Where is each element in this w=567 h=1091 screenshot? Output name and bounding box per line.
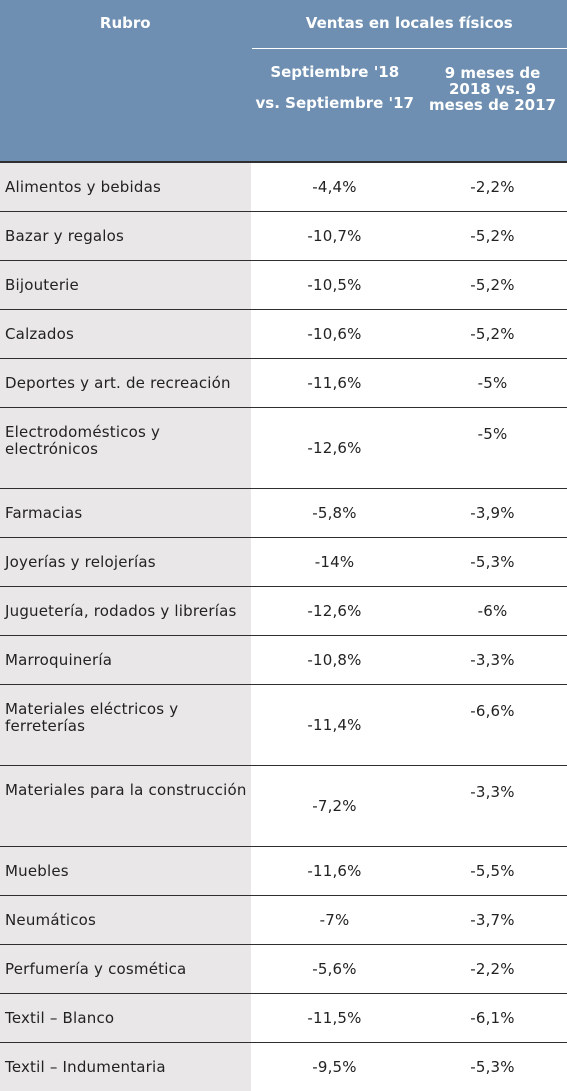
rubro-cell: Muebles [0,847,251,896]
nueve-meses-cell: -5% [418,408,567,489]
nueve-meses-cell: -2,2% [418,162,567,212]
header-septiembre-line1: Septiembre '18 [256,63,415,82]
septiembre-cell: -5,8% [251,489,418,538]
nueve-meses-cell: -6% [418,587,567,636]
header-septiembre-line2: vs. Septiembre '17 [256,94,415,113]
septiembre-cell: -7% [251,896,418,945]
nueve-meses-cell: -5,3% [418,538,567,587]
nueve-meses-cell: -3,3% [418,636,567,685]
table-row: Bazar y regalos -10,7% -5,2% [0,212,567,261]
rubro-cell: Alimentos y bebidas [0,162,251,212]
table-row: Electrodomésticos y electrónicos -12,6% … [0,408,567,489]
table-row: Materiales eléctricos y ferreterías -11,… [0,685,567,766]
rubro-cell: Textil – Blanco [0,994,251,1043]
rubro-cell: Perfumería y cosmética [0,945,251,994]
rubro-cell: Textil – Indumentaria [0,1043,251,1091]
rubro-cell: Bazar y regalos [0,212,251,261]
septiembre-cell: -10,5% [251,261,418,310]
rubro-cell: Joyerías y relojerías [0,538,251,587]
septiembre-cell: -7,2% [251,766,418,847]
septiembre-cell: -11,6% [251,359,418,408]
table-row: Textil – Indumentaria -9,5% -5,3% [0,1043,567,1091]
nueve-meses-cell: -3,7% [418,896,567,945]
rubro-cell: Bijouterie [0,261,251,310]
table-row: Deportes y art. de recreación -11,6% -5% [0,359,567,408]
rubro-cell: Juguetería, rodados y librerías [0,587,251,636]
rubro-cell: Materiales eléctricos y ferreterías [0,685,251,766]
septiembre-cell: -10,6% [251,310,418,359]
nueve-meses-cell: -6,6% [418,685,567,766]
nueve-meses-cell: -5% [418,359,567,408]
table-row: Materiales para la construcción -7,2% -3… [0,766,567,847]
rubro-cell: Farmacias [0,489,251,538]
header-nueve-meses: 9 meses de 2018 vs. 9 meses de 2017 [418,49,567,163]
table-row: Calzados -10,6% -5,2% [0,310,567,359]
septiembre-cell: -10,7% [251,212,418,261]
nueve-meses-cell: -2,2% [418,945,567,994]
table-row: Neumáticos -7% -3,7% [0,896,567,945]
septiembre-cell: -11,6% [251,847,418,896]
septiembre-cell: -12,6% [251,587,418,636]
rubro-cell: Deportes y art. de recreación [0,359,251,408]
septiembre-cell: -12,6% [251,408,418,489]
table-row: Bijouterie -10,5% -5,2% [0,261,567,310]
nueve-meses-cell: -5,5% [418,847,567,896]
nueve-meses-cell: -5,2% [418,212,567,261]
rubro-cell: Marroquinería [0,636,251,685]
nueve-meses-cell: -3,9% [418,489,567,538]
septiembre-cell: -11,5% [251,994,418,1043]
table-header: Rubro Ventas en locales físicos Septiemb… [0,0,567,162]
nueve-meses-cell: -5,2% [418,261,567,310]
rubro-cell: Electrodomésticos y electrónicos [0,408,251,489]
nueve-meses-cell: -3,3% [418,766,567,847]
nueve-meses-cell: -6,1% [418,994,567,1043]
septiembre-cell: -10,8% [251,636,418,685]
septiembre-cell: -14% [251,538,418,587]
table-row: Textil – Blanco -11,5% -6,1% [0,994,567,1043]
table-row: Alimentos y bebidas -4,4% -2,2% [0,162,567,212]
septiembre-cell: -9,5% [251,1043,418,1091]
septiembre-cell: -11,4% [251,685,418,766]
table-row: Farmacias -5,8% -3,9% [0,489,567,538]
nueve-meses-cell: -5,2% [418,310,567,359]
header-septiembre: Septiembre '18 vs. Septiembre '17 [251,49,418,163]
table-row: Joyerías y relojerías -14% -5,3% [0,538,567,587]
header-ventas-group: Ventas en locales físicos [251,0,567,49]
rubro-cell: Neumáticos [0,896,251,945]
table-body: Alimentos y bebidas -4,4% -2,2% Bazar y … [0,162,567,1091]
septiembre-cell: -4,4% [251,162,418,212]
header-rubro: Rubro [0,0,251,162]
table-row: Marroquinería -10,8% -3,3% [0,636,567,685]
nueve-meses-cell: -5,3% [418,1043,567,1091]
table-row: Perfumería y cosmética -5,6% -2,2% [0,945,567,994]
septiembre-cell: -5,6% [251,945,418,994]
rubro-cell: Materiales para la construcción [0,766,251,847]
rubro-cell: Calzados [0,310,251,359]
table-row: Juguetería, rodados y librerías -12,6% -… [0,587,567,636]
table-row: Muebles -11,6% -5,5% [0,847,567,896]
